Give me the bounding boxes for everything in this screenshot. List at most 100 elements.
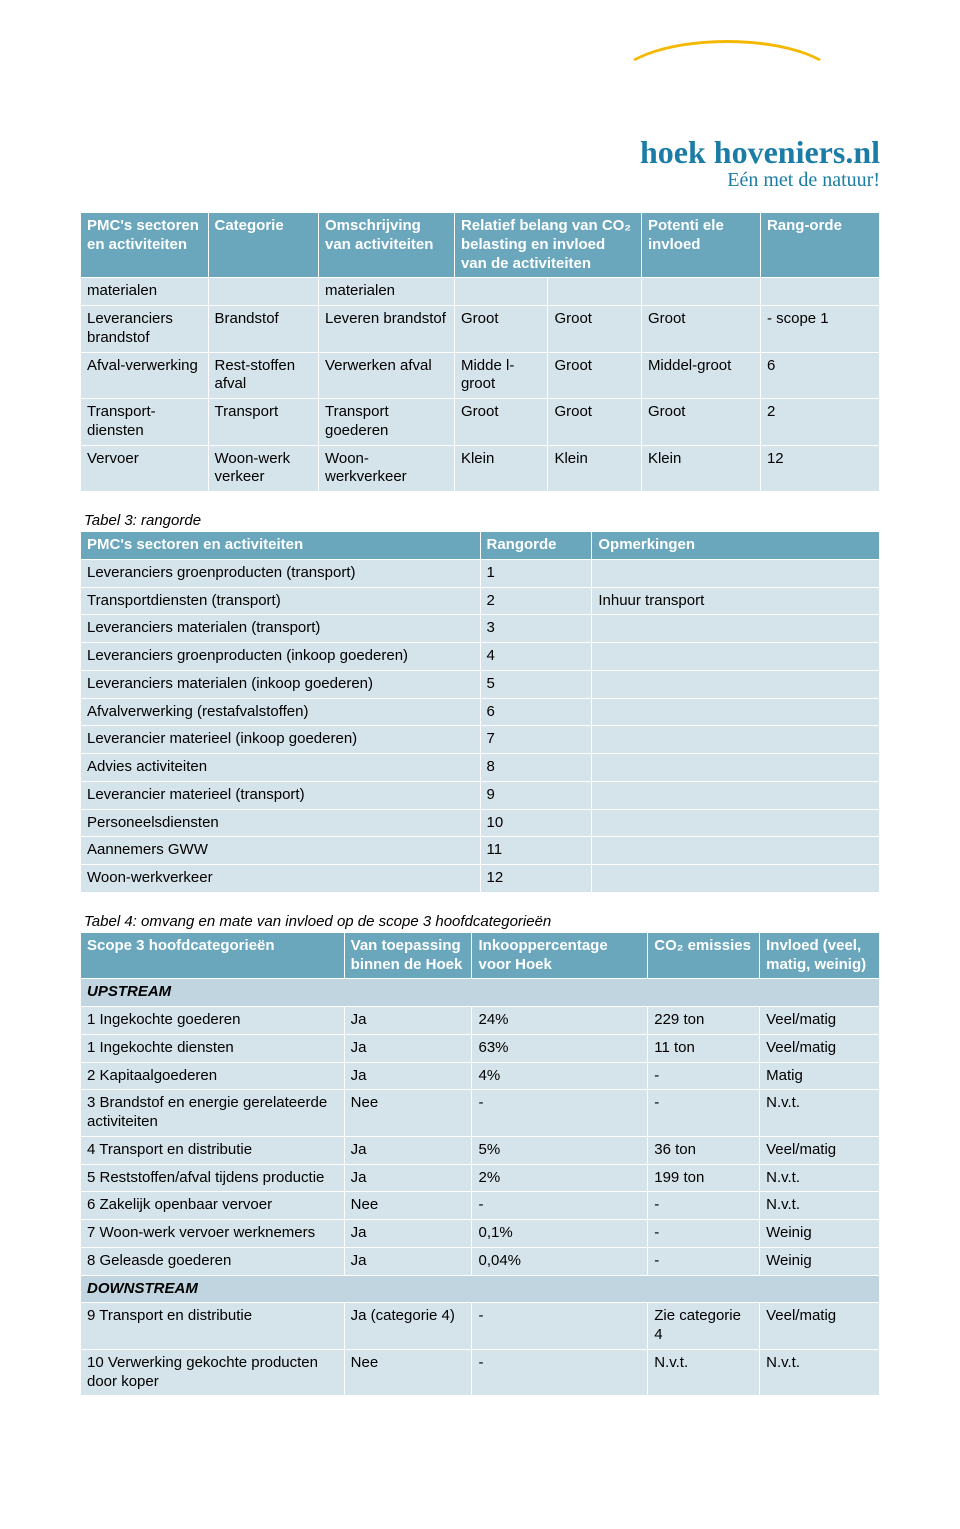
- table-cell: 7: [480, 726, 592, 754]
- table-row: Leveranciers materialen (transport)3: [81, 615, 880, 643]
- table-cell: Klein: [548, 445, 641, 492]
- table-cell: [548, 278, 641, 306]
- table-row: Afval-verwerkingRest-stoffen afvalVerwer…: [81, 352, 880, 399]
- table-cell: Woon-werkverkeer: [318, 445, 454, 492]
- table-cell: Veel/matig: [760, 1136, 880, 1164]
- table-cell: [208, 278, 318, 306]
- table-cell: N.v.t.: [760, 1090, 880, 1137]
- table-row: Transportdiensten (transport)2Inhuur tra…: [81, 587, 880, 615]
- table-cell: 5 Reststoffen/afval tijdens productie: [81, 1164, 345, 1192]
- table-cell: Brandstof: [208, 306, 318, 353]
- logo-swoosh: [500, 40, 880, 100]
- table-scope3: Scope 3 hoofdcategorieën Van toepassing …: [80, 932, 880, 1397]
- table-cell: 11: [480, 837, 592, 865]
- table-cell: [592, 615, 880, 643]
- logo-area: hoek hoveniers.nl Eén met de natuur!: [80, 40, 880, 192]
- table-row: Leveranciers groenproducten (transport)1: [81, 559, 880, 587]
- table-cell: Nee: [344, 1349, 472, 1396]
- table3-caption: Tabel 3: rangorde: [84, 512, 880, 529]
- table-cell: [760, 278, 879, 306]
- table-row: Leverancier materieel (inkoop goederen)7: [81, 726, 880, 754]
- table-row: 10 Verwerking gekochte producten door ko…: [81, 1349, 880, 1396]
- table-cell: Woon-werkverkeer: [81, 865, 481, 893]
- table-cell: 7 Woon-werk vervoer werknemers: [81, 1220, 345, 1248]
- table-cell: Weinig: [760, 1220, 880, 1248]
- table-cell: Groot: [454, 306, 547, 353]
- table-row: 3 Brandstof en energie gerelateerde acti…: [81, 1090, 880, 1137]
- table-cell: 9: [480, 781, 592, 809]
- logo-brand: hoek hoveniers: [640, 134, 845, 170]
- table-cell: 2%: [472, 1164, 648, 1192]
- table-cell: Afval-verwerking: [81, 352, 209, 399]
- table-cell: 5: [480, 670, 592, 698]
- table-cell: Leveranciers materialen (transport): [81, 615, 481, 643]
- table-cell: Ja: [344, 1007, 472, 1035]
- table-row: Leveranciers brandstofBrandstofLeveren b…: [81, 306, 880, 353]
- table-cell: Ja: [344, 1164, 472, 1192]
- logo-text: hoek hoveniers.nl: [80, 134, 880, 171]
- table-cell: Groot: [641, 306, 760, 353]
- table-cell: [454, 278, 547, 306]
- table-section-cell: DOWNSTREAM: [81, 1275, 880, 1303]
- table-rangorde: PMC's sectoren en activiteiten Rangorde …: [80, 531, 880, 893]
- table-cell: Leverancier materieel (inkoop goederen): [81, 726, 481, 754]
- table-cell: -: [648, 1220, 760, 1248]
- table-cell: Woon-werk verkeer: [208, 445, 318, 492]
- table-cell: Leveranciers brandstof: [81, 306, 209, 353]
- table-cell: 2: [480, 587, 592, 615]
- table-cell: N.v.t.: [760, 1164, 880, 1192]
- table-row: Personeelsdiensten10: [81, 809, 880, 837]
- table-cell: [641, 278, 760, 306]
- table-cell: Afvalverwerking (restafvalstoffen): [81, 698, 481, 726]
- table-row: 8 Geleasde goederenJa0,04%-Weinig: [81, 1247, 880, 1275]
- table-row: 1 Ingekochte goederenJa24%229 tonVeel/ma…: [81, 1007, 880, 1035]
- table-cell: Transport: [208, 399, 318, 446]
- table-cell: Klein: [641, 445, 760, 492]
- table-cell: Ja: [344, 1062, 472, 1090]
- table-row: Transport-dienstenTransportTransport goe…: [81, 399, 880, 446]
- table-cell: 36 ton: [648, 1136, 760, 1164]
- table-cell: Leverancier materieel (transport): [81, 781, 481, 809]
- table-cell: -: [648, 1247, 760, 1275]
- table-cell: 12: [480, 865, 592, 893]
- table-header: Omschrijving van activiteiten: [318, 213, 454, 278]
- table-cell: 4%: [472, 1062, 648, 1090]
- table-cell: Advies activiteiten: [81, 754, 481, 782]
- table-header: Rangorde: [480, 532, 592, 560]
- table-cell: Groot: [454, 399, 547, 446]
- table-cell: 5%: [472, 1136, 648, 1164]
- table-cell: Ja: [344, 1034, 472, 1062]
- table-cell: -: [472, 1192, 648, 1220]
- table-cell: [592, 865, 880, 893]
- table-cell: Matig: [760, 1062, 880, 1090]
- table-header: Rang-orde: [760, 213, 879, 278]
- table-cell: -: [648, 1192, 760, 1220]
- table-cell: Rest-stoffen afval: [208, 352, 318, 399]
- table-cell: 1 Ingekochte goederen: [81, 1007, 345, 1035]
- table-cell: N.v.t.: [648, 1349, 760, 1396]
- table-cell: Leveranciers materialen (inkoop goederen…: [81, 670, 481, 698]
- table-cell: Personeelsdiensten: [81, 809, 481, 837]
- table-cell: -: [648, 1090, 760, 1137]
- table-header: Relatief belang van CO₂ belasting en inv…: [454, 213, 641, 278]
- table-cell: 0,1%: [472, 1220, 648, 1248]
- table-section-row: DOWNSTREAM: [81, 1275, 880, 1303]
- table-cell: 3 Brandstof en energie gerelateerde acti…: [81, 1090, 345, 1137]
- table-cell: [592, 670, 880, 698]
- table-cell: 11 ton: [648, 1034, 760, 1062]
- table-row: Aannemers GWW11: [81, 837, 880, 865]
- table-cell: Weinig: [760, 1247, 880, 1275]
- table-cell: - scope 1: [760, 306, 879, 353]
- table-cell: Verwerken afval: [318, 352, 454, 399]
- table-cell: [592, 726, 880, 754]
- table-cell: 3: [480, 615, 592, 643]
- table-row: 6 Zakelijk openbaar vervoerNee--N.v.t.: [81, 1192, 880, 1220]
- table-section-cell: UPSTREAM: [81, 979, 880, 1007]
- table-row: 4 Transport en distributieJa5%36 tonVeel…: [81, 1136, 880, 1164]
- table-cell: N.v.t.: [760, 1349, 880, 1396]
- table4-caption: Tabel 4: omvang en mate van invloed op d…: [84, 913, 880, 930]
- table-cell: 6: [760, 352, 879, 399]
- table-cell: Middel-groot: [641, 352, 760, 399]
- table-cell: Veel/matig: [760, 1007, 880, 1035]
- table-cell: 2: [760, 399, 879, 446]
